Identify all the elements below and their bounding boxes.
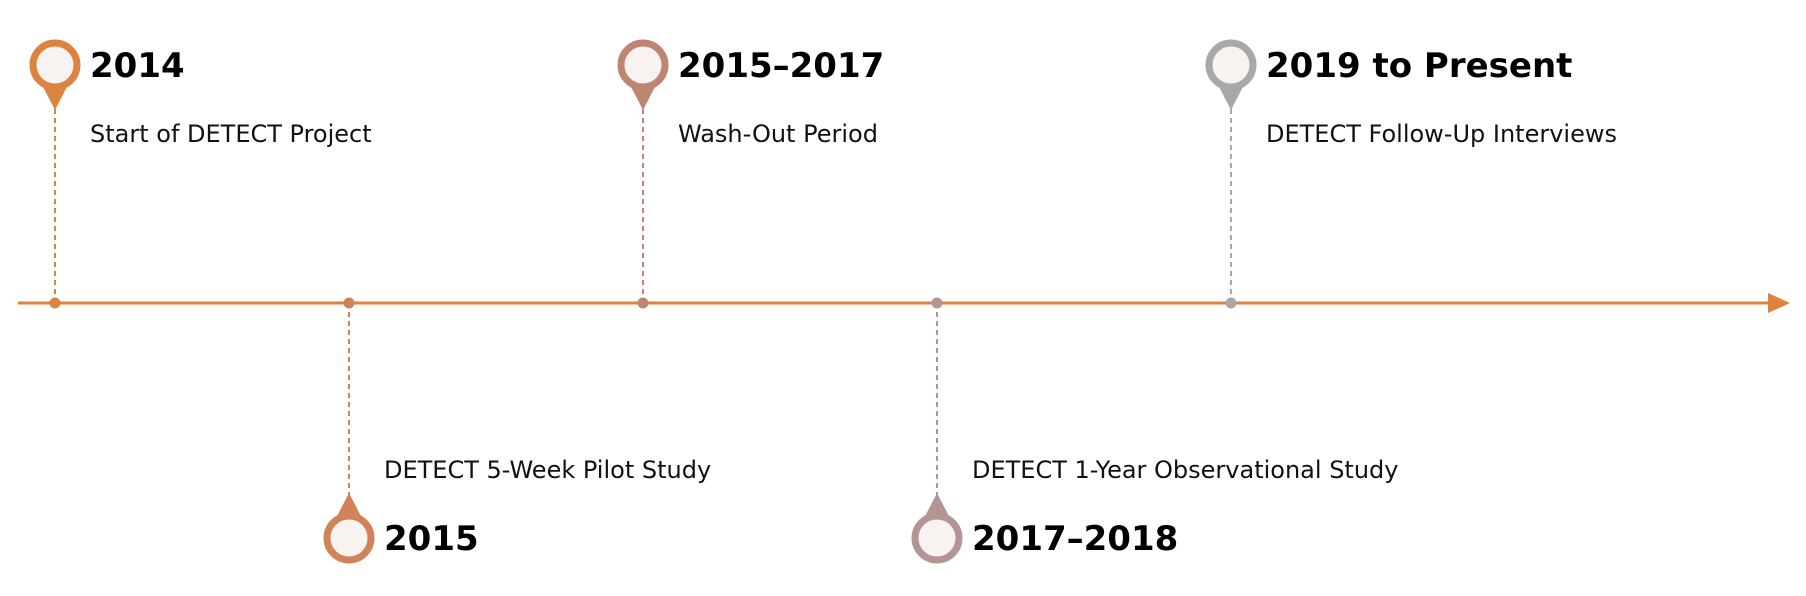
map-pin-icon-ring <box>29 39 81 91</box>
map-pin-icon-ring <box>617 39 669 91</box>
milestone-year: 2015 <box>384 519 479 559</box>
milestone-description: DETECT Follow-Up Interviews <box>1266 120 1617 148</box>
milestone-axis-dot <box>931 297 943 309</box>
milestone-axis-dot <box>637 297 649 309</box>
milestone-axis-dot <box>1225 297 1237 309</box>
timeline-arrow-head <box>1768 293 1790 313</box>
milestone-2019-to-present: 2019 to Present DETECT Follow-Up Intervi… <box>1205 39 1617 309</box>
milestone-2014: 2014 Start of DETECT Project <box>29 39 372 309</box>
milestone-axis-dot <box>49 297 61 309</box>
milestone-description: DETECT 5-Week Pilot Study <box>384 456 711 484</box>
milestone-axis-dot <box>343 297 355 309</box>
milestone-year: 2019 to Present <box>1266 46 1572 86</box>
milestone-year: 2017–2018 <box>972 519 1178 559</box>
milestone-year: 2014 <box>90 46 185 86</box>
milestone-2017-2018: 2017–2018 DETECT 1-Year Observational St… <box>911 297 1398 564</box>
milestone-description: Wash-Out Period <box>678 120 878 148</box>
map-pin-icon-ring <box>323 512 375 564</box>
timeline-axis <box>18 293 1790 313</box>
milestone-year: 2015–2017 <box>678 46 884 86</box>
map-pin-icon-ring <box>911 512 963 564</box>
milestone-description: DETECT 1-Year Observational Study <box>972 456 1398 484</box>
map-pin-icon-ring <box>1205 39 1257 91</box>
milestone-2015-2017: 2015–2017 Wash-Out Period <box>617 39 884 309</box>
milestone-2015: 2015 DETECT 5-Week Pilot Study <box>323 297 711 564</box>
milestone-description: Start of DETECT Project <box>90 120 372 148</box>
